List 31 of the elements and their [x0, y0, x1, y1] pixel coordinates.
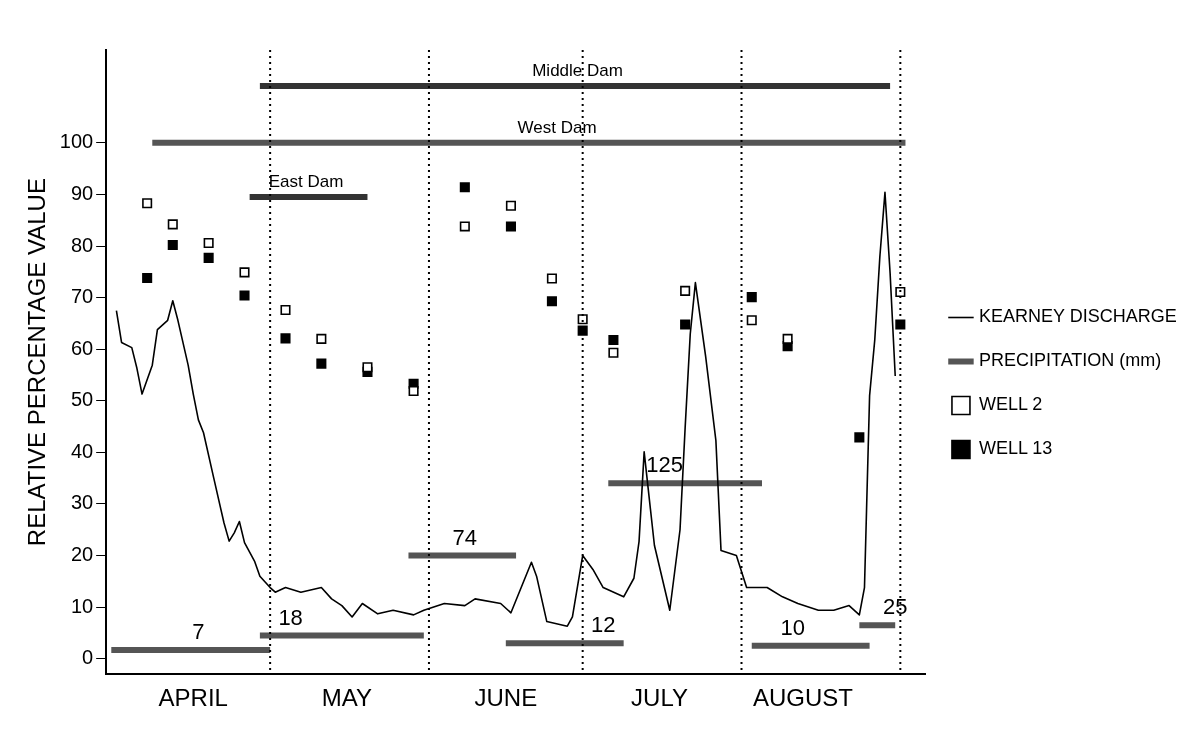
- annotation: Middle Dam: [532, 61, 623, 81]
- y-axis-title: RELATIVE PERCENTAGE VALUE: [23, 178, 51, 547]
- x-tick-label: JULY: [631, 684, 688, 712]
- y-tick-label: 10: [70, 594, 94, 617]
- y-tick-label: 100: [59, 130, 94, 153]
- x-tick-label: APRIL: [158, 684, 228, 712]
- legend-label: WELL 2: [978, 394, 1043, 415]
- x-tick-label: MAY: [321, 684, 373, 712]
- y-tick-label: 90: [70, 181, 94, 204]
- y-tick-label: 50: [70, 388, 94, 411]
- annotation: 12: [590, 612, 616, 638]
- annotation: West Dam: [517, 118, 597, 138]
- y-tick-label: 0: [82, 646, 94, 669]
- annotation: 7: [192, 619, 205, 645]
- annotation: East Dam: [268, 172, 344, 192]
- annotation: 18: [278, 604, 303, 630]
- y-tick-label: 30: [70, 491, 94, 514]
- x-tick-label: AUGUST: [752, 684, 854, 712]
- y-tick-label: 20: [70, 543, 94, 566]
- y-tick-label: 40: [70, 439, 94, 462]
- legend-label: WELL 13: [978, 438, 1053, 459]
- legend-label: PRECIPITATION (mm): [978, 350, 1162, 371]
- annotation: 10: [780, 614, 805, 640]
- y-tick-label: 70: [70, 285, 94, 308]
- x-tick-label: JUNE: [474, 684, 538, 712]
- y-tick-label: 80: [70, 233, 94, 256]
- legend-label: KEARNEY DISCHARGE: [978, 306, 1177, 327]
- annotation: 25: [882, 594, 908, 620]
- y-tick-label: 60: [70, 336, 94, 359]
- annotation: 125: [646, 452, 684, 478]
- annotation: 74: [452, 524, 478, 550]
